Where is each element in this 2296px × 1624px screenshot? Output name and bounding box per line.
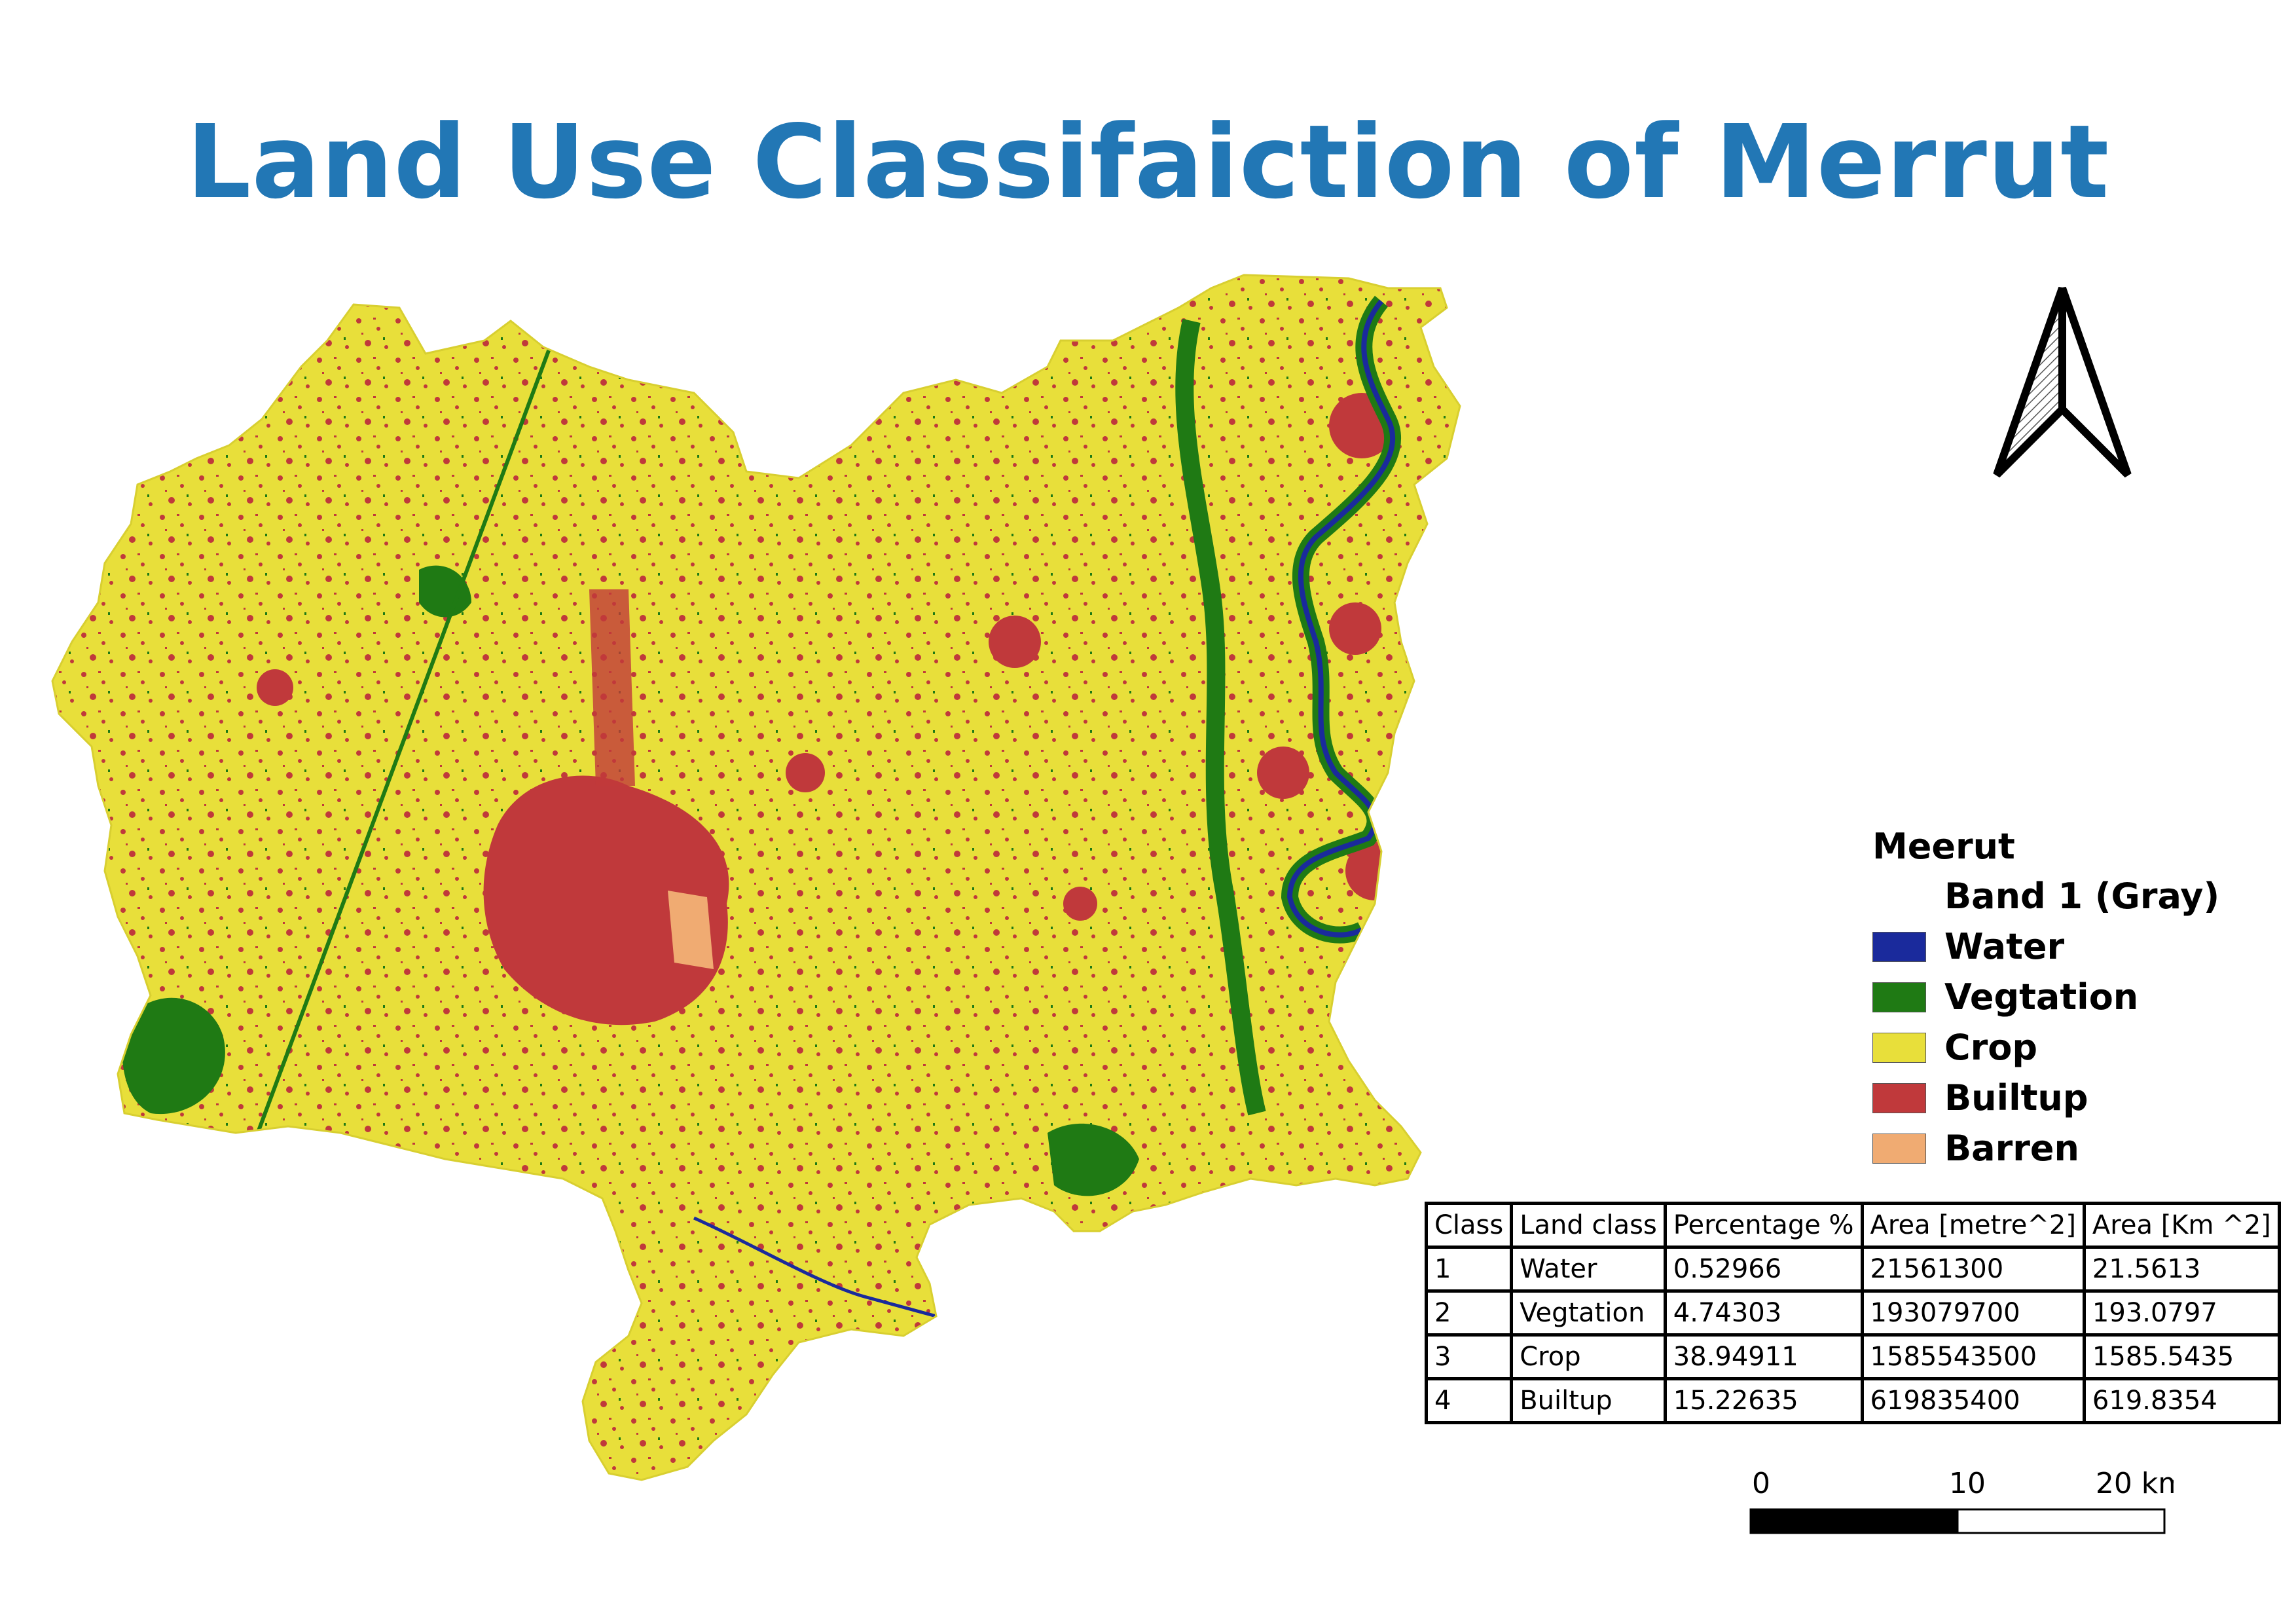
legend-item-builtup: Builtup	[1872, 1073, 2239, 1123]
land-class-table: Class Land class Percentage % Area [metr…	[1424, 1202, 2281, 1424]
table-cell: 619835400	[1860, 1377, 2086, 1424]
table-cell: 4	[1424, 1377, 1514, 1424]
legend: Meerut Band 1 (Gray) Water Vegtation Cro…	[1872, 822, 2239, 1173]
table-row: 3 Crop 38.94911 1585543500 1585.5435	[1424, 1333, 2281, 1380]
table-cell: 2	[1424, 1289, 1514, 1337]
table-header: Area [metre^2]	[1860, 1202, 2086, 1249]
table-cell: Crop	[1510, 1333, 1667, 1380]
legend-subtitle: Band 1 (Gray)	[1944, 876, 2220, 917]
table-cell: 4.74303	[1663, 1289, 1864, 1337]
scale-tick-label: 0	[1752, 1467, 1770, 1500]
scale-bar: 0 10 20 km	[1749, 1467, 2174, 1534]
district-land-cover	[52, 275, 1460, 1480]
table-row: 1 Water 0.52966 21561300 21.5613	[1424, 1246, 2281, 1293]
legend-item-barren: Barren	[1872, 1123, 2239, 1173]
scale-segment-dark	[1749, 1508, 1959, 1534]
table-cell: 3	[1424, 1333, 1514, 1380]
legend-swatch-water	[1872, 932, 1926, 962]
legend-label: Crop	[1944, 1027, 2038, 1068]
legend-label: Barren	[1944, 1128, 2079, 1169]
table-cell: 1	[1424, 1246, 1514, 1293]
table-cell: 21.5613	[2082, 1246, 2281, 1293]
legend-swatch-crop	[1872, 1033, 1926, 1063]
legend-item-crop: Crop	[1872, 1022, 2239, 1073]
table-cell: 21561300	[1860, 1246, 2086, 1293]
legend-swatch-barren	[1872, 1134, 1926, 1164]
legend-swatch-vegetation	[1872, 982, 1926, 1012]
table-cell: 15.22635	[1663, 1377, 1864, 1424]
table-row: 4 Builtup 15.22635 619835400 619.8354	[1424, 1377, 2281, 1424]
table-cell: 619.8354	[2082, 1377, 2281, 1424]
scale-segment-light	[1956, 1508, 2166, 1534]
table-header: Area [Km ^2]	[2082, 1202, 2281, 1249]
table-cell: 193079700	[1860, 1289, 2086, 1337]
table-cell: 1585.5435	[2082, 1333, 2281, 1380]
table-cell: Vegtation	[1510, 1289, 1667, 1337]
table-header-row: Class Land class Percentage % Area [metr…	[1424, 1202, 2281, 1249]
scale-tick-label: 10	[1949, 1467, 1986, 1500]
table-header: Class	[1424, 1202, 1514, 1249]
table-header: Percentage %	[1663, 1202, 1864, 1249]
table-row: 2 Vegtation 4.74303 193079700 193.0797	[1424, 1289, 2281, 1337]
table-cell: 193.0797	[2082, 1289, 2281, 1337]
table-cell: Builtup	[1510, 1377, 1667, 1424]
map-title: Land Use Classifaiction of Merrut	[186, 103, 2110, 221]
legend-label: Builtup	[1944, 1077, 2088, 1118]
scale-tick-label: 20 km	[2096, 1467, 2174, 1500]
legend-label: Vegtation	[1944, 976, 2139, 1018]
legend-swatch-builtup	[1872, 1083, 1926, 1113]
table-cell: 38.94911	[1663, 1333, 1864, 1380]
table-cell: 1585543500	[1860, 1333, 2086, 1380]
north-arrow-icon	[1993, 287, 2132, 478]
table-header: Land class	[1510, 1202, 1667, 1249]
legend-label: Water	[1944, 926, 2065, 967]
table-cell: Water	[1510, 1246, 1667, 1293]
table-cell: 0.52966	[1663, 1246, 1864, 1293]
legend-title: Meerut	[1872, 826, 2015, 867]
legend-item-water: Water	[1872, 921, 2239, 972]
legend-item-vegetation: Vegtation	[1872, 972, 2239, 1022]
